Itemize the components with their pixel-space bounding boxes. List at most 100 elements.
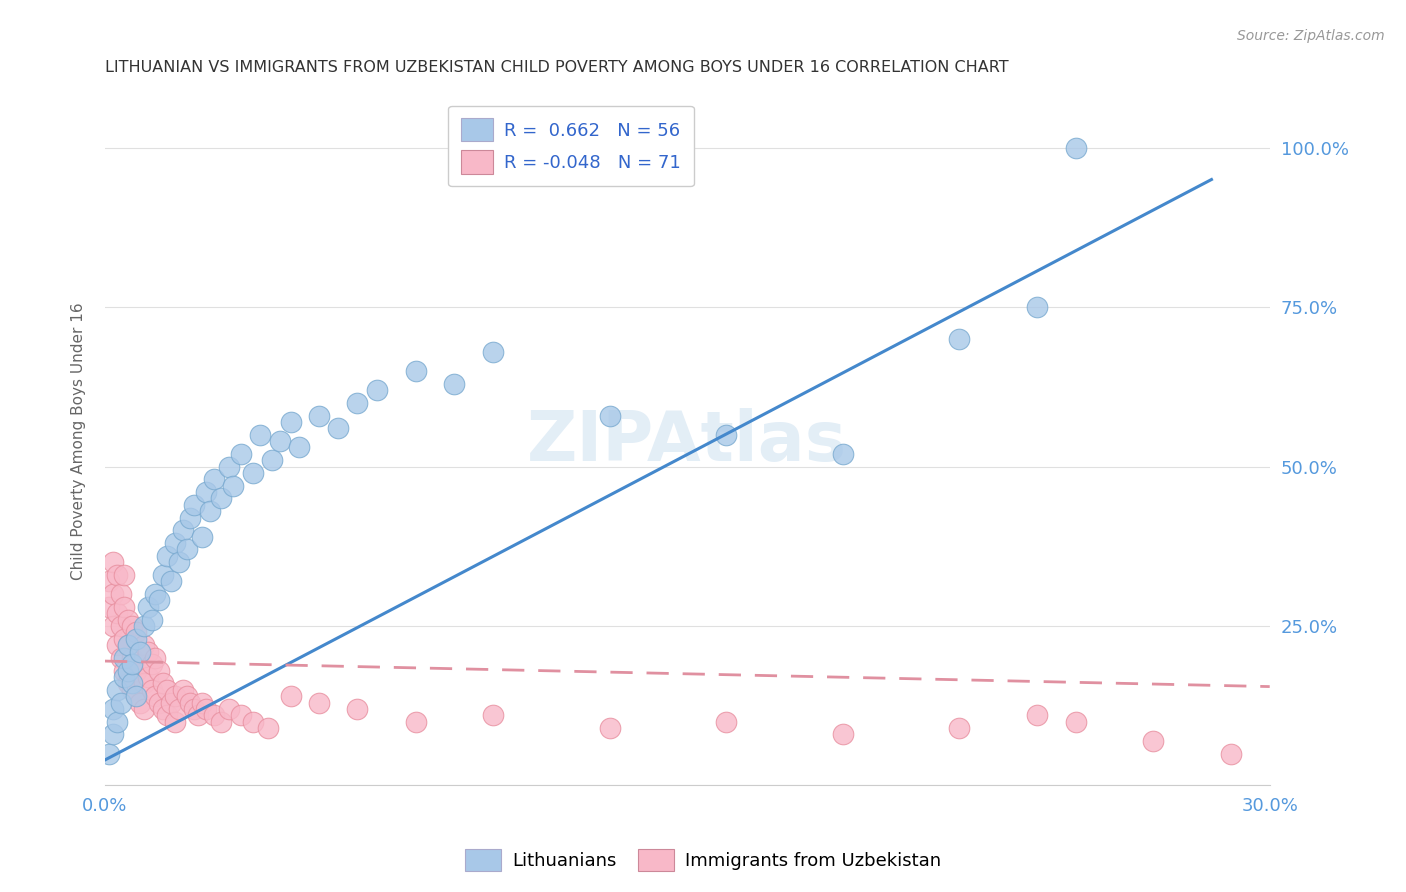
Point — [97, 574, 120, 589]
Point — [101, 727, 124, 741]
Point — [101, 619, 124, 633]
Point — [183, 702, 205, 716]
Point — [211, 491, 233, 506]
Point — [211, 714, 233, 729]
Point — [148, 593, 170, 607]
Point — [117, 664, 139, 678]
Point — [112, 599, 135, 614]
Point — [125, 625, 148, 640]
Point — [117, 676, 139, 690]
Point — [405, 714, 427, 729]
Point — [148, 696, 170, 710]
Point — [229, 708, 252, 723]
Point — [229, 447, 252, 461]
Point — [179, 510, 201, 524]
Point — [112, 670, 135, 684]
Point — [249, 427, 271, 442]
Point — [202, 472, 225, 486]
Point — [117, 638, 139, 652]
Point — [167, 702, 190, 716]
Point — [218, 459, 240, 474]
Point — [105, 568, 128, 582]
Point — [269, 434, 291, 448]
Point — [260, 453, 283, 467]
Point — [242, 714, 264, 729]
Point — [482, 344, 505, 359]
Point — [125, 689, 148, 703]
Point — [194, 485, 217, 500]
Point — [714, 427, 737, 442]
Point — [117, 613, 139, 627]
Text: Source: ZipAtlas.com: Source: ZipAtlas.com — [1237, 29, 1385, 44]
Point — [125, 689, 148, 703]
Point — [121, 651, 143, 665]
Legend: Lithuanians, Immigrants from Uzbekistan: Lithuanians, Immigrants from Uzbekistan — [458, 842, 948, 879]
Point — [1219, 747, 1241, 761]
Point — [163, 714, 186, 729]
Point — [599, 409, 621, 423]
Point — [136, 670, 159, 684]
Point — [121, 619, 143, 633]
Point — [97, 747, 120, 761]
Point — [132, 638, 155, 652]
Text: ZIPAtlas: ZIPAtlas — [527, 408, 848, 475]
Point — [280, 689, 302, 703]
Point — [308, 696, 330, 710]
Point — [132, 619, 155, 633]
Point — [599, 721, 621, 735]
Point — [129, 657, 152, 672]
Point — [326, 421, 349, 435]
Point — [145, 587, 167, 601]
Point — [405, 364, 427, 378]
Point — [110, 587, 132, 601]
Point — [288, 441, 311, 455]
Point — [121, 676, 143, 690]
Point — [101, 555, 124, 569]
Point — [194, 702, 217, 716]
Point — [145, 651, 167, 665]
Point — [218, 702, 240, 716]
Point — [117, 638, 139, 652]
Point — [141, 613, 163, 627]
Point — [366, 383, 388, 397]
Point — [1025, 300, 1047, 314]
Point — [163, 689, 186, 703]
Point — [112, 568, 135, 582]
Point — [482, 708, 505, 723]
Point — [156, 682, 179, 697]
Point — [831, 447, 853, 461]
Point — [112, 664, 135, 678]
Text: LITHUANIAN VS IMMIGRANTS FROM UZBEKISTAN CHILD POVERTY AMONG BOYS UNDER 16 CORRE: LITHUANIAN VS IMMIGRANTS FROM UZBEKISTAN… — [105, 60, 1008, 75]
Point — [110, 651, 132, 665]
Point — [1025, 708, 1047, 723]
Point — [132, 676, 155, 690]
Point — [187, 708, 209, 723]
Point — [1064, 140, 1087, 154]
Point — [242, 466, 264, 480]
Point — [110, 619, 132, 633]
Point — [948, 721, 970, 735]
Point — [152, 702, 174, 716]
Point — [443, 376, 465, 391]
Point — [176, 542, 198, 557]
Point — [112, 651, 135, 665]
Point — [948, 332, 970, 346]
Point — [105, 606, 128, 620]
Point — [132, 702, 155, 716]
Point — [125, 664, 148, 678]
Point — [176, 689, 198, 703]
Point — [346, 396, 368, 410]
Point — [191, 696, 214, 710]
Point — [152, 568, 174, 582]
Point — [714, 714, 737, 729]
Point — [125, 632, 148, 646]
Point — [156, 708, 179, 723]
Point — [160, 574, 183, 589]
Point — [105, 682, 128, 697]
Y-axis label: Child Poverty Among Boys Under 16: Child Poverty Among Boys Under 16 — [72, 302, 86, 580]
Point — [167, 555, 190, 569]
Point — [1142, 733, 1164, 747]
Point — [145, 689, 167, 703]
Point — [148, 664, 170, 678]
Point — [179, 696, 201, 710]
